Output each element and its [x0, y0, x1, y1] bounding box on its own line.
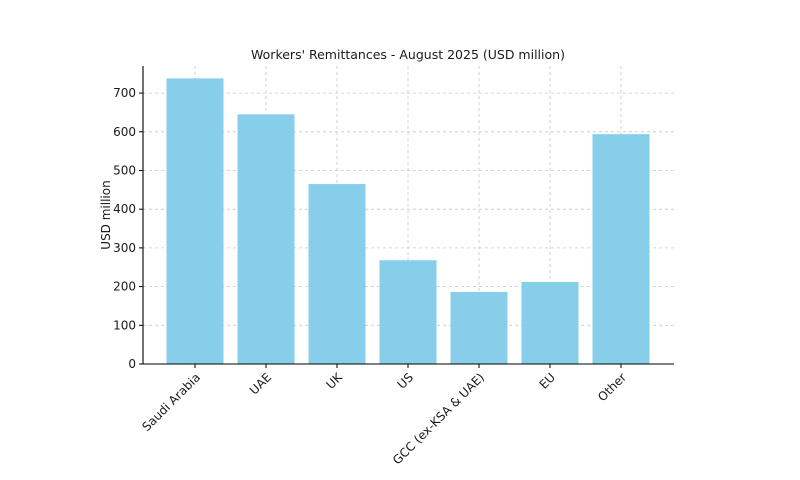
- bar: [237, 114, 295, 365]
- y-tick-label: 0: [128, 357, 136, 371]
- bar: [592, 134, 650, 364]
- x-tick-label: UAE: [247, 370, 274, 397]
- x-tick-label: Saudi Arabia: [139, 370, 203, 434]
- y-tick-label: 600: [113, 125, 136, 139]
- x-tick-label: EU: [537, 370, 558, 391]
- y-tick-label: 300: [113, 241, 136, 255]
- x-tick-label: US: [395, 370, 417, 392]
- bar: [308, 184, 366, 364]
- bar: [521, 281, 579, 364]
- y-tick-label: 100: [113, 318, 136, 332]
- axes: [139, 66, 674, 368]
- y-axis-title: USD million: [99, 180, 113, 249]
- x-tick-label: UK: [323, 369, 345, 391]
- y-tick-label: 500: [113, 163, 136, 177]
- y-tick-label: 400: [113, 202, 136, 216]
- y-tick-label: 200: [113, 280, 136, 294]
- x-tick-label: Other: [595, 370, 629, 404]
- y-tick-label: 700: [113, 86, 136, 100]
- bar: [379, 260, 437, 364]
- chart-title: Workers' Remittances - August 2025 (USD …: [251, 47, 565, 62]
- bars: [166, 78, 650, 365]
- bar: [166, 78, 224, 365]
- bar: [450, 292, 508, 364]
